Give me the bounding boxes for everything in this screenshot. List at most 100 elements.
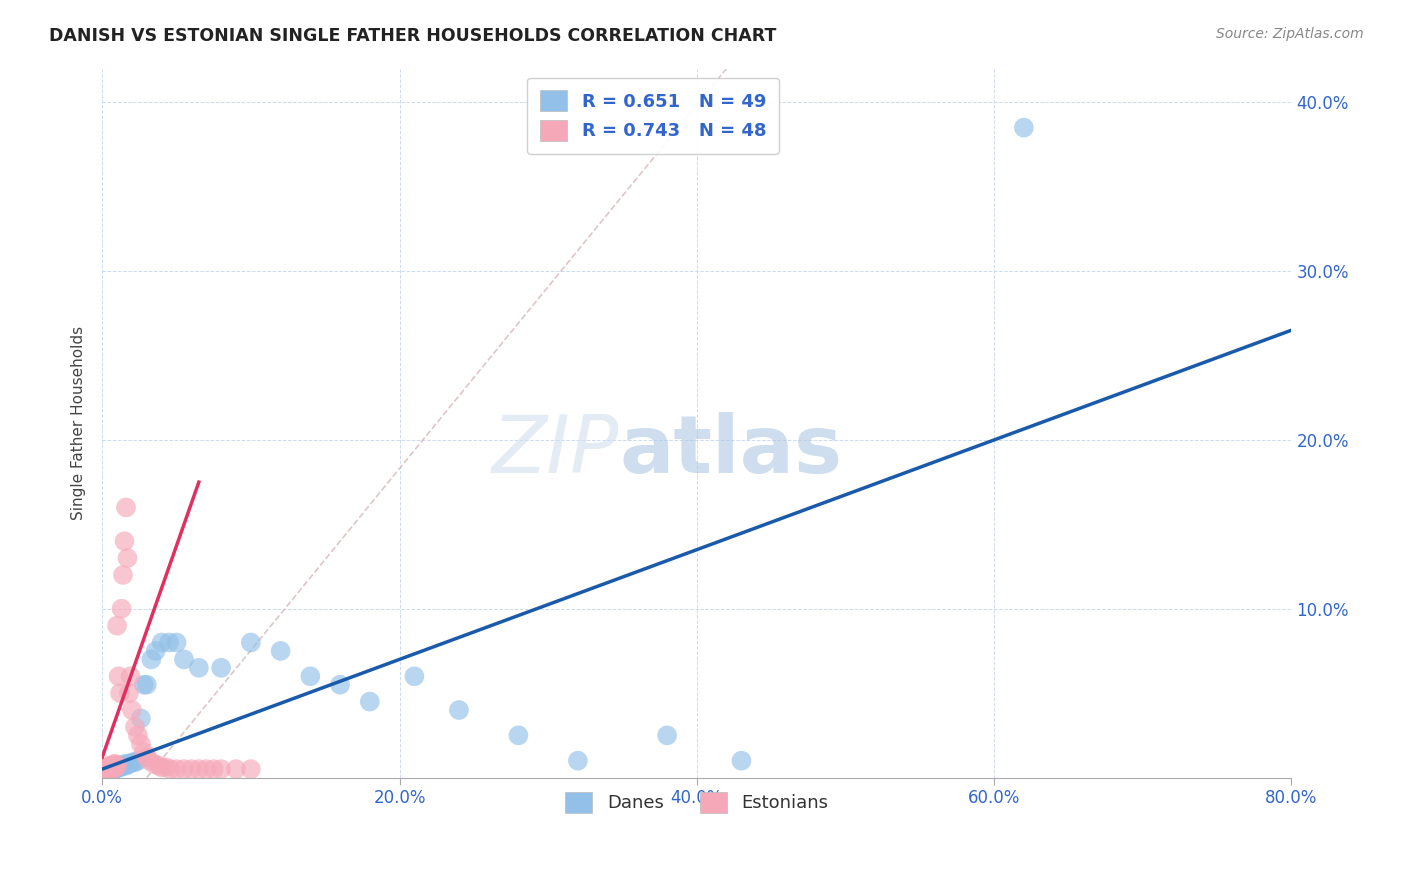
Point bbox=[100, 762, 122, 776]
Point bbox=[239, 635, 262, 649]
Point bbox=[103, 757, 125, 772]
Point bbox=[180, 762, 202, 776]
Point bbox=[98, 762, 121, 776]
Point bbox=[730, 754, 752, 768]
Text: atlas: atlas bbox=[620, 412, 842, 491]
Legend: Danes, Estonians: Danes, Estonians bbox=[553, 779, 841, 825]
Point bbox=[124, 720, 146, 734]
Point bbox=[359, 695, 381, 709]
Point bbox=[121, 756, 143, 770]
Point bbox=[209, 661, 232, 675]
Point bbox=[110, 601, 132, 615]
Point bbox=[104, 757, 127, 772]
Point bbox=[159, 762, 181, 776]
Point bbox=[108, 760, 131, 774]
Point bbox=[150, 760, 173, 774]
Point bbox=[107, 760, 129, 774]
Point bbox=[187, 661, 209, 675]
Point bbox=[105, 758, 128, 772]
Point bbox=[104, 760, 127, 774]
Point bbox=[132, 678, 155, 692]
Point bbox=[100, 762, 122, 776]
Point bbox=[135, 678, 157, 692]
Point bbox=[120, 669, 142, 683]
Point bbox=[101, 762, 124, 776]
Point bbox=[141, 652, 163, 666]
Point bbox=[139, 754, 162, 768]
Point bbox=[508, 728, 530, 742]
Point bbox=[103, 760, 125, 774]
Point bbox=[655, 728, 678, 742]
Point bbox=[329, 678, 352, 692]
Point bbox=[100, 760, 122, 774]
Text: ZIP: ZIP bbox=[492, 412, 620, 491]
Point bbox=[447, 703, 470, 717]
Point bbox=[121, 703, 143, 717]
Point bbox=[111, 568, 134, 582]
Point bbox=[129, 737, 152, 751]
Point bbox=[117, 757, 139, 772]
Point bbox=[96, 760, 118, 774]
Point bbox=[98, 760, 121, 774]
Point bbox=[202, 762, 225, 776]
Point bbox=[105, 758, 128, 772]
Point bbox=[98, 760, 121, 774]
Point bbox=[98, 762, 121, 776]
Point bbox=[107, 669, 129, 683]
Point bbox=[567, 754, 589, 768]
Point bbox=[129, 711, 152, 725]
Point bbox=[166, 635, 188, 649]
Point bbox=[155, 760, 177, 774]
Point bbox=[114, 534, 136, 549]
Point bbox=[103, 762, 125, 776]
Point bbox=[100, 758, 122, 772]
Text: Source: ZipAtlas.com: Source: ZipAtlas.com bbox=[1216, 27, 1364, 41]
Point bbox=[150, 635, 173, 649]
Point bbox=[124, 756, 146, 770]
Point bbox=[105, 618, 128, 632]
Point bbox=[173, 652, 195, 666]
Point bbox=[173, 762, 195, 776]
Point bbox=[143, 757, 166, 772]
Point bbox=[107, 758, 129, 772]
Point bbox=[101, 760, 124, 774]
Point bbox=[195, 762, 218, 776]
Point bbox=[97, 762, 120, 776]
Point bbox=[97, 762, 120, 776]
Point bbox=[404, 669, 426, 683]
Point bbox=[111, 758, 134, 772]
Y-axis label: Single Father Households: Single Father Households bbox=[72, 326, 86, 520]
Point bbox=[1012, 120, 1035, 135]
Point bbox=[187, 762, 209, 776]
Point bbox=[117, 551, 139, 566]
Point bbox=[94, 762, 117, 776]
Point bbox=[299, 669, 322, 683]
Point bbox=[110, 758, 132, 772]
Point bbox=[148, 758, 170, 772]
Point bbox=[101, 758, 124, 772]
Point bbox=[96, 762, 118, 776]
Point bbox=[101, 762, 124, 776]
Point bbox=[166, 762, 188, 776]
Point bbox=[135, 750, 157, 764]
Point bbox=[105, 760, 128, 774]
Point bbox=[239, 762, 262, 776]
Point bbox=[118, 757, 141, 772]
Point bbox=[157, 635, 180, 649]
Point bbox=[108, 686, 131, 700]
Point bbox=[115, 500, 138, 515]
Point bbox=[225, 762, 247, 776]
Point bbox=[209, 762, 232, 776]
Point bbox=[104, 762, 127, 776]
Point bbox=[98, 758, 121, 772]
Point bbox=[103, 760, 125, 774]
Point bbox=[118, 686, 141, 700]
Point bbox=[114, 757, 136, 772]
Point bbox=[270, 644, 292, 658]
Point bbox=[127, 754, 149, 768]
Point bbox=[97, 760, 120, 774]
Point bbox=[132, 745, 155, 759]
Point bbox=[115, 758, 138, 772]
Point bbox=[127, 728, 149, 742]
Point bbox=[145, 644, 167, 658]
